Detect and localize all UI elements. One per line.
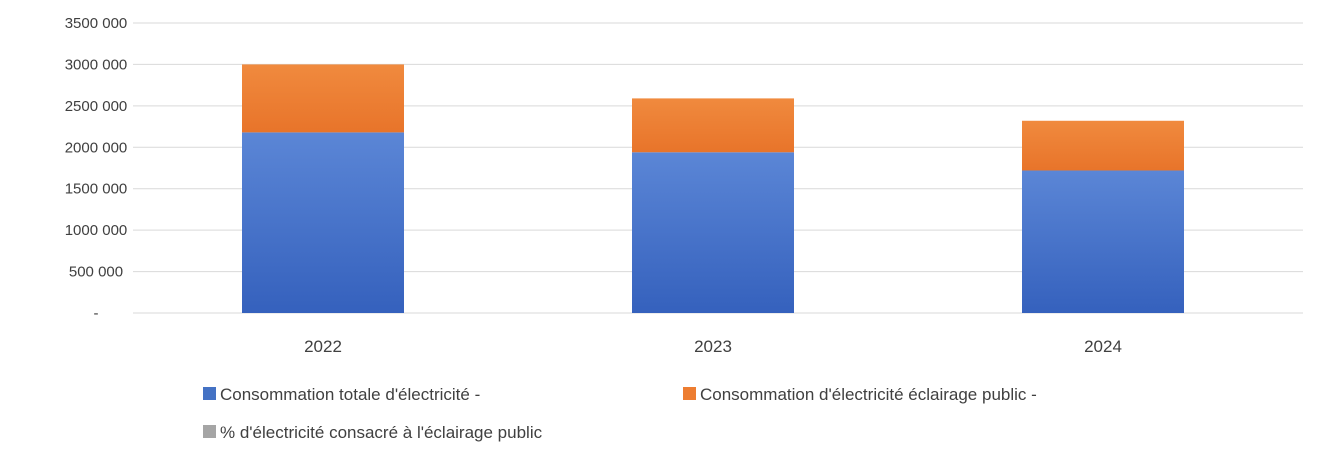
legend-swatch-1: [683, 387, 696, 400]
bar-2024-series-0: [1022, 170, 1184, 313]
bar-2022-series-0: [242, 132, 404, 313]
y-tick-label-4: 2000 000: [65, 139, 128, 156]
bar-2023-series-1: [632, 98, 794, 153]
bar-2022-series-1: [242, 64, 404, 133]
legend-label-0: Consommation totale d'électricité -: [220, 385, 480, 404]
legend-swatch-2: [203, 425, 216, 438]
x-tick-label-2024: 2024: [1084, 337, 1122, 356]
y-tick-label-3: 1500 000: [65, 181, 128, 198]
bar-2024-series-1: [1022, 120, 1184, 171]
x-axis: 2022 2023 2024: [304, 337, 1122, 356]
bars: [242, 64, 1184, 313]
x-tick-label-2023: 2023: [694, 337, 732, 356]
y-tick-label-7: 3500 000: [65, 15, 128, 32]
legend-swatch-0: [203, 387, 216, 400]
x-tick-label-2022: 2022: [304, 337, 342, 356]
y-tick-label-5: 2500 000: [65, 98, 128, 115]
legend: Consommation totale d'électricité - Conso…: [203, 385, 1037, 442]
legend-label-1: Consommation d'électricité éclairage pub…: [700, 385, 1037, 404]
y-tick-label-1: 500 000: [69, 264, 123, 281]
y-tick-label-6: 3000 000: [65, 56, 128, 73]
y-tick-label-2: 1000 000: [65, 222, 128, 239]
y-axis: - 500 000 1000 000 1500 000 2000 000 2500 000…: [65, 15, 128, 322]
bar-2023-series-0: [632, 152, 794, 313]
y-tick-label-0: -: [94, 305, 99, 322]
legend-label-2: % d'électricité consacré à l'éclairage p…: [220, 423, 543, 442]
